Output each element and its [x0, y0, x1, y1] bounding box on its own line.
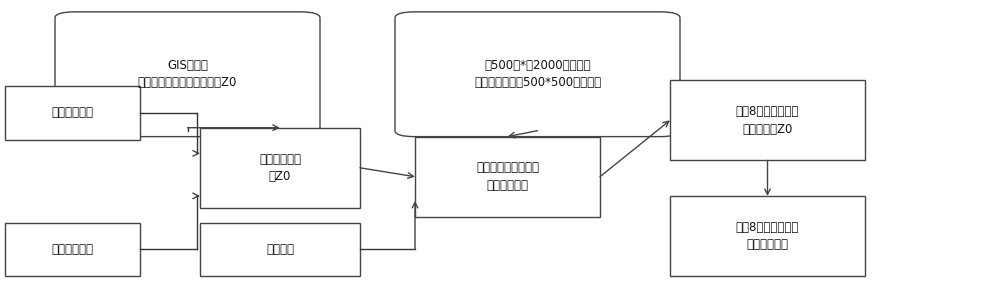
FancyBboxPatch shape	[670, 80, 865, 160]
FancyBboxPatch shape	[200, 128, 360, 208]
Text: 结合延展范围所有点
求平均粗糙度: 结合延展范围所有点 求平均粗糙度	[476, 162, 539, 192]
Text: 计算场点: 计算场点	[266, 243, 294, 256]
FancyBboxPatch shape	[55, 12, 320, 137]
FancyBboxPatch shape	[395, 12, 680, 137]
Text: GIS处理：
融合，属性计算，按类赋值Z0: GIS处理： 融合，属性计算，按类赋值Z0	[138, 59, 237, 89]
Text: 宽500米*长2000米的范围
（去掉临近场点500*500米范围）: 宽500米*长2000米的范围 （去掉临近场点500*500米范围）	[474, 59, 601, 89]
FancyBboxPatch shape	[200, 223, 360, 276]
Text: 考虑8个来风方向的
平均粗糙度Z0: 考虑8个来风方向的 平均粗糙度Z0	[736, 105, 799, 135]
FancyBboxPatch shape	[415, 137, 600, 217]
Text: 考虑8个来风方向的
地貌修正系数: 考虑8个来风方向的 地貌修正系数	[736, 221, 799, 251]
Text: 土地覆盖数据: 土地覆盖数据	[52, 106, 94, 119]
FancyBboxPatch shape	[5, 223, 140, 276]
Text: 土地利用数据: 土地利用数据	[52, 243, 94, 256]
FancyBboxPatch shape	[5, 86, 140, 140]
Text: 台风影响区域
的Z0: 台风影响区域 的Z0	[259, 153, 301, 183]
FancyBboxPatch shape	[670, 196, 865, 276]
